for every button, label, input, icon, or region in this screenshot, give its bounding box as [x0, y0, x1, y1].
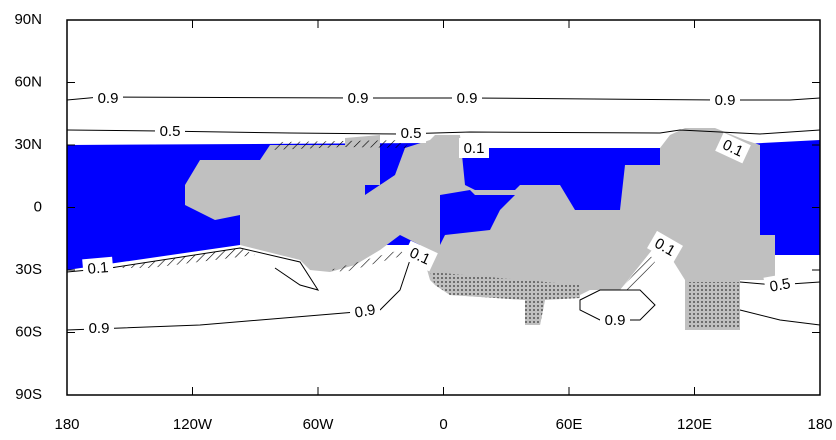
contour-line [739, 309, 821, 326]
shading [67, 128, 820, 330]
label-box [459, 138, 489, 158]
label-box [715, 132, 751, 164]
x-tick-label: 60W [303, 416, 335, 433]
blue-region [440, 190, 515, 245]
contour-label-text: 0.9 [353, 301, 376, 321]
contour-label: 0.1 [459, 138, 489, 158]
contour-label-text: 0.9 [457, 90, 478, 107]
label-box [763, 272, 797, 298]
label-box [348, 298, 382, 324]
contour-label: 0.9 [348, 298, 382, 324]
y-tick-label: 60N [14, 73, 42, 90]
contour-label-text: 0.1 [87, 259, 109, 278]
label-box [600, 310, 630, 330]
contour-label: 0.9 [452, 88, 482, 108]
x-tick-label: 60E [556, 416, 583, 433]
label-box [155, 121, 185, 141]
contour-label: 0.9 [710, 90, 740, 110]
stipple [430, 272, 580, 325]
y-tick-label: 90S [15, 386, 42, 403]
contour-line [66, 96, 821, 101]
contour-line [66, 129, 821, 135]
label-box [396, 123, 426, 143]
hatch [620, 255, 655, 290]
label-box [710, 90, 740, 110]
contour-label-text: 0.9 [605, 312, 626, 329]
x-tick-label: 180 [54, 416, 79, 433]
y-tick-label: 60S [15, 323, 42, 340]
y-tick-label: 30N [14, 136, 42, 153]
contour-label-text: 0.9 [715, 92, 736, 109]
label-box [402, 240, 438, 272]
contour-label: 0.5 [155, 121, 185, 141]
contour-line [579, 289, 656, 321]
contour-label-text: 0.9 [348, 90, 369, 107]
contour-label: 0.9 [93, 88, 123, 108]
label-box [343, 88, 373, 108]
contour-label-text: 0.5 [768, 275, 791, 295]
x-tick-label: 120E [677, 416, 712, 433]
label-box [82, 256, 114, 280]
hatch [110, 248, 255, 268]
x-tick-label: 0 [439, 416, 447, 433]
contour-label: 0.9 [600, 310, 630, 330]
contour-label-text: 0.1 [464, 140, 485, 157]
label-box [647, 230, 683, 264]
contour-label-text: 0.5 [401, 125, 422, 142]
label-box [93, 88, 123, 108]
hatch [330, 250, 405, 272]
stipple [688, 282, 740, 328]
label-box [452, 88, 482, 108]
contour-label: 0.9 [84, 318, 114, 338]
y-tick-label: 0 [34, 198, 42, 215]
contour-label-text: 0.5 [160, 123, 181, 140]
contour-label: 0.5 [763, 272, 797, 298]
label-box [84, 318, 114, 338]
contour-label: 0.5 [396, 123, 426, 143]
y-tick-label: 90N [14, 11, 42, 28]
contour-label: 0.1 [82, 256, 114, 280]
x-tick-label: 180 [807, 416, 832, 433]
contour-label-text: 0.9 [98, 90, 119, 107]
contour-label-text: 0.9 [89, 320, 110, 337]
contour-label: 0.9 [343, 88, 373, 108]
hatch [270, 140, 410, 150]
y-tick-label: 30S [15, 261, 42, 278]
x-tick-label: 120W [173, 416, 213, 433]
